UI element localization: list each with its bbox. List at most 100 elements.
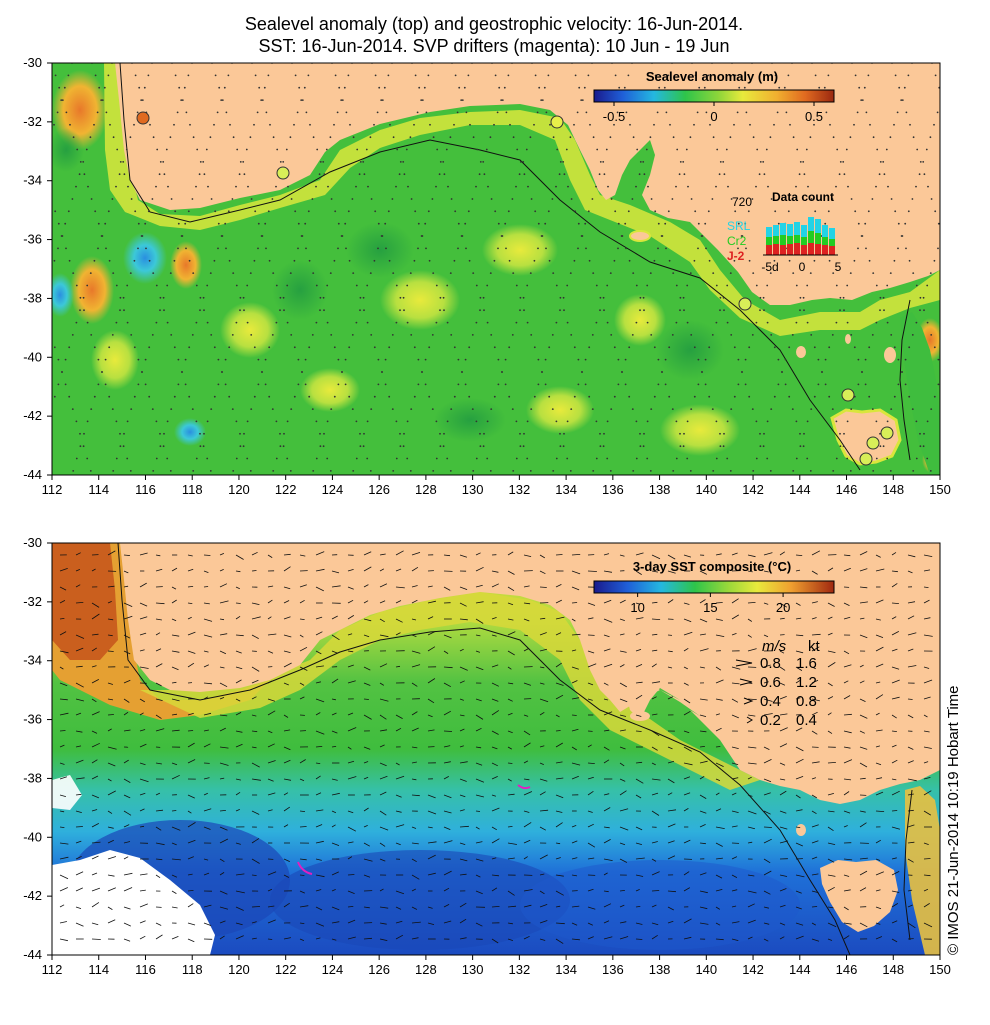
track-dot [500, 99, 502, 101]
track-dot [76, 285, 78, 287]
track-dot [646, 458, 648, 460]
track-dot [923, 433, 925, 435]
track-dot [54, 210, 56, 212]
track-dot [476, 149, 478, 151]
track-dot [716, 322, 718, 324]
track-dot [382, 99, 384, 101]
track-dot [225, 384, 227, 386]
track-dot [123, 297, 125, 299]
track-dot [283, 433, 285, 435]
track-dot [334, 260, 336, 262]
sst-x-tick-label: 124 [322, 962, 344, 977]
track-dot [295, 75, 297, 77]
track-dot [472, 272, 474, 274]
track-dot [515, 186, 517, 188]
track-dot [912, 334, 914, 336]
track-dot [446, 285, 448, 287]
track-dot [679, 173, 681, 175]
track-dot [566, 149, 568, 151]
track-dot [112, 272, 114, 274]
track-dot [788, 210, 790, 212]
sla-colorbar-title: Sealevel anomaly (m) [646, 69, 778, 84]
track-dot [232, 272, 234, 274]
track-dot [93, 124, 95, 126]
track-dot [887, 186, 889, 188]
track-dot [388, 346, 390, 348]
velocity-arrow [764, 827, 772, 828]
track-dot [109, 124, 111, 126]
track-dot [615, 75, 617, 77]
track-dot [672, 408, 674, 410]
track-dot [250, 136, 252, 138]
track-dot [915, 186, 917, 188]
track-dot [134, 346, 136, 348]
track-dot [905, 248, 907, 250]
track-dot [599, 173, 601, 175]
track-dot [905, 359, 907, 361]
track-dot [276, 285, 278, 287]
track-dot [647, 186, 649, 188]
track-dot [370, 408, 372, 410]
track-dot [592, 408, 594, 410]
track-dot [632, 272, 634, 274]
track-dot [938, 384, 940, 386]
track-dot [814, 346, 816, 348]
track-dot [98, 223, 100, 225]
track-dot [617, 248, 619, 250]
track-dot [330, 470, 332, 472]
track-dot [55, 75, 57, 77]
track-dot [690, 136, 692, 138]
track-dot [614, 396, 616, 398]
track-dot [359, 173, 361, 175]
track-dot [603, 433, 605, 435]
track-dot [221, 371, 223, 373]
track-dot [145, 359, 147, 361]
track-dot [458, 87, 460, 89]
track-dot [418, 384, 420, 386]
track-dot [421, 235, 423, 237]
track-dot [774, 396, 776, 398]
track-dot [327, 421, 329, 423]
track-dot [418, 87, 420, 89]
data-count-bar-srl [801, 225, 807, 237]
track-dot [170, 136, 172, 138]
track-dot [468, 210, 470, 212]
track-dot [381, 371, 383, 373]
track-dot [490, 408, 492, 410]
track-dot [367, 421, 369, 423]
velocity-arrow [252, 571, 257, 572]
track-dot [490, 136, 492, 138]
track-dot [713, 136, 715, 138]
track-dot [643, 433, 645, 435]
sst-colorbar-tick-label: 10 [630, 600, 644, 615]
track-dot [865, 248, 867, 250]
data-count-bar-j2 [808, 243, 814, 255]
track-dot [756, 421, 758, 423]
track-dot [166, 458, 168, 460]
sst-y-tick-label: -32 [23, 594, 42, 609]
track-dot [247, 186, 249, 188]
track-dot [272, 198, 274, 200]
track-dot [636, 285, 638, 287]
track-dot [629, 260, 631, 262]
track-dot [806, 149, 808, 151]
track-dot [479, 173, 481, 175]
track-dot [123, 445, 125, 447]
track-dot [87, 186, 89, 188]
track-dot [545, 248, 547, 250]
track-dot [367, 322, 369, 324]
track-dot [876, 322, 878, 324]
track-dot [756, 285, 758, 287]
track-dot [506, 112, 508, 114]
track-dot [279, 309, 281, 311]
track-dot [498, 223, 500, 225]
track-dot [919, 309, 921, 311]
track-dot [446, 458, 448, 460]
track-dot [324, 173, 326, 175]
track-dot [658, 359, 660, 361]
track-dot [58, 384, 60, 386]
track-dot [166, 149, 168, 151]
track-dot [796, 458, 798, 460]
track-dot [174, 210, 176, 212]
track-dot [450, 272, 452, 274]
